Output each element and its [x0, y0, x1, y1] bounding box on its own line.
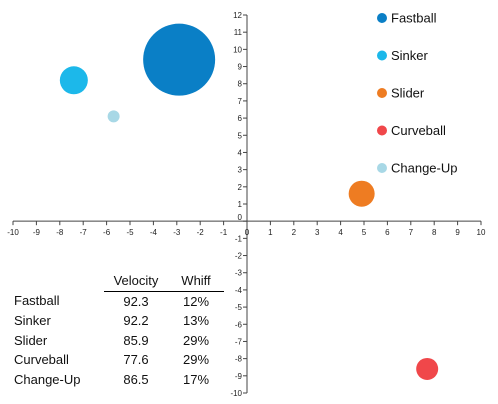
pitch-velocity: 85.9: [123, 332, 149, 348]
x-tick-label: -1: [220, 228, 228, 237]
y-tick-label: -5: [235, 303, 243, 312]
x-tick-label: -6: [103, 228, 111, 237]
x-tick-label: -5: [126, 228, 134, 237]
chart-axes: -10 -9 -8 -7 -6 -5 -4 -3 -2 -1 0 1 2 3 4 5 6 7 8 9 10-10-9-8…: [7, 11, 486, 398]
y-tick-label: -2: [235, 252, 243, 261]
pitch-whiff: 29%: [182, 352, 210, 367]
pitch-name: Curveball: [14, 352, 69, 367]
y-tick-label: 0: [238, 213, 243, 222]
x-tick-label: -9: [33, 228, 41, 237]
legend-label: Fastball: [391, 11, 437, 26]
bubble-fastball: [143, 23, 216, 96]
x-tick-label: 10: [477, 228, 486, 237]
pitch-name: Sinker: [14, 313, 51, 328]
table-row: Change-Up 86.5 17%: [14, 370, 224, 390]
y-tick-label: 9: [238, 63, 243, 72]
x-tick-label: -8: [56, 228, 64, 237]
pitch-whiff: 13%: [182, 313, 210, 328]
chart-legend: Fastball Sinker Slider Curveball Change-Up: [377, 11, 458, 176]
x-tick-label: 3: [315, 228, 320, 237]
table-row: Slider 85.9 29%: [14, 331, 224, 351]
y-tick-label: -1: [235, 234, 243, 243]
y-tick-label: -7: [235, 337, 243, 346]
bubble-sinker: [59, 66, 88, 95]
x-tick-label: 1: [268, 228, 273, 237]
y-tick-label: 3: [238, 166, 243, 175]
legend-label: Change-Up: [391, 161, 458, 176]
pitch-whiff: 17%: [182, 371, 210, 387]
pitch-stats-table: Velocity Whiff Fastball 92.3 12% Sinker …: [14, 271, 224, 389]
table-header-row: Velocity Whiff: [14, 271, 224, 292]
pitch-name: Slider: [14, 332, 48, 348]
pitch-velocity: 92.3: [123, 293, 149, 309]
x-tick-label: -2: [197, 228, 205, 237]
y-tick-label: -8: [235, 355, 243, 364]
legend-marker: [377, 13, 387, 23]
y-tick-label: -6: [235, 320, 243, 329]
legend-marker: [377, 50, 387, 61]
pitch-velocity: 86.5: [123, 371, 149, 387]
legend-marker: [377, 88, 387, 98]
x-tick-label: 5: [362, 228, 367, 237]
bubble-change-up: [107, 110, 120, 123]
y-tick-label: 5: [238, 131, 243, 140]
pitch-whiff: 12%: [182, 293, 210, 309]
x-tick-label: 8: [432, 228, 437, 237]
y-tick-label: 1: [238, 200, 243, 209]
x-tick-label: 6: [385, 228, 390, 237]
pitch-name: Change-Up: [14, 371, 81, 387]
x-tick-label: -7: [80, 228, 88, 237]
table-header-velocity: Velocity: [104, 271, 168, 292]
bubble-curveball: [416, 357, 439, 380]
pitch-name: Fastball: [14, 293, 60, 309]
table-row: Curveball 77.6 29%: [14, 350, 224, 370]
x-tick-label: 7: [409, 228, 414, 237]
y-tick-label: 7: [238, 97, 243, 106]
y-tick-label: 11: [234, 28, 243, 37]
x-tick-label: -3: [173, 228, 181, 237]
y-tick-label: 4: [238, 148, 243, 157]
x-tick-label: 0: [245, 228, 250, 237]
legend-marker: [377, 125, 387, 136]
table-header-pitch: [14, 271, 104, 291]
table-row: Sinker 92.2 13%: [14, 311, 224, 331]
pitch-velocity: 77.6: [123, 352, 149, 367]
y-tick-label: -10: [230, 389, 242, 398]
x-tick-label: 2: [292, 228, 297, 237]
x-tick-label: 9: [455, 228, 460, 237]
pitch-whiff: 29%: [182, 332, 210, 348]
x-tick-label: -4: [150, 228, 158, 237]
chart-bubbles: [59, 23, 439, 380]
y-tick-label: 8: [238, 80, 243, 89]
x-tick-label: 4: [338, 228, 343, 237]
y-tick-label: -4: [235, 286, 243, 295]
y-tick-label: 10: [233, 45, 242, 54]
y-tick-label: -9: [235, 372, 243, 381]
legend-label: Slider: [391, 86, 425, 101]
pitch-velocity: 92.2: [123, 313, 149, 328]
y-tick-label: -3: [235, 269, 243, 278]
legend-label: Sinker: [391, 48, 429, 63]
table-row: Fastball 92.3 12%: [14, 291, 224, 311]
bubble-slider: [348, 180, 375, 207]
x-tick-label: -10: [7, 228, 19, 237]
legend-marker: [377, 163, 387, 173]
table-header-whiff: Whiff: [168, 271, 224, 292]
y-tick-label: 6: [238, 114, 243, 123]
y-tick-label: 12: [233, 11, 242, 20]
y-tick-label: 2: [238, 183, 243, 192]
legend-label: Curveball: [391, 123, 446, 138]
